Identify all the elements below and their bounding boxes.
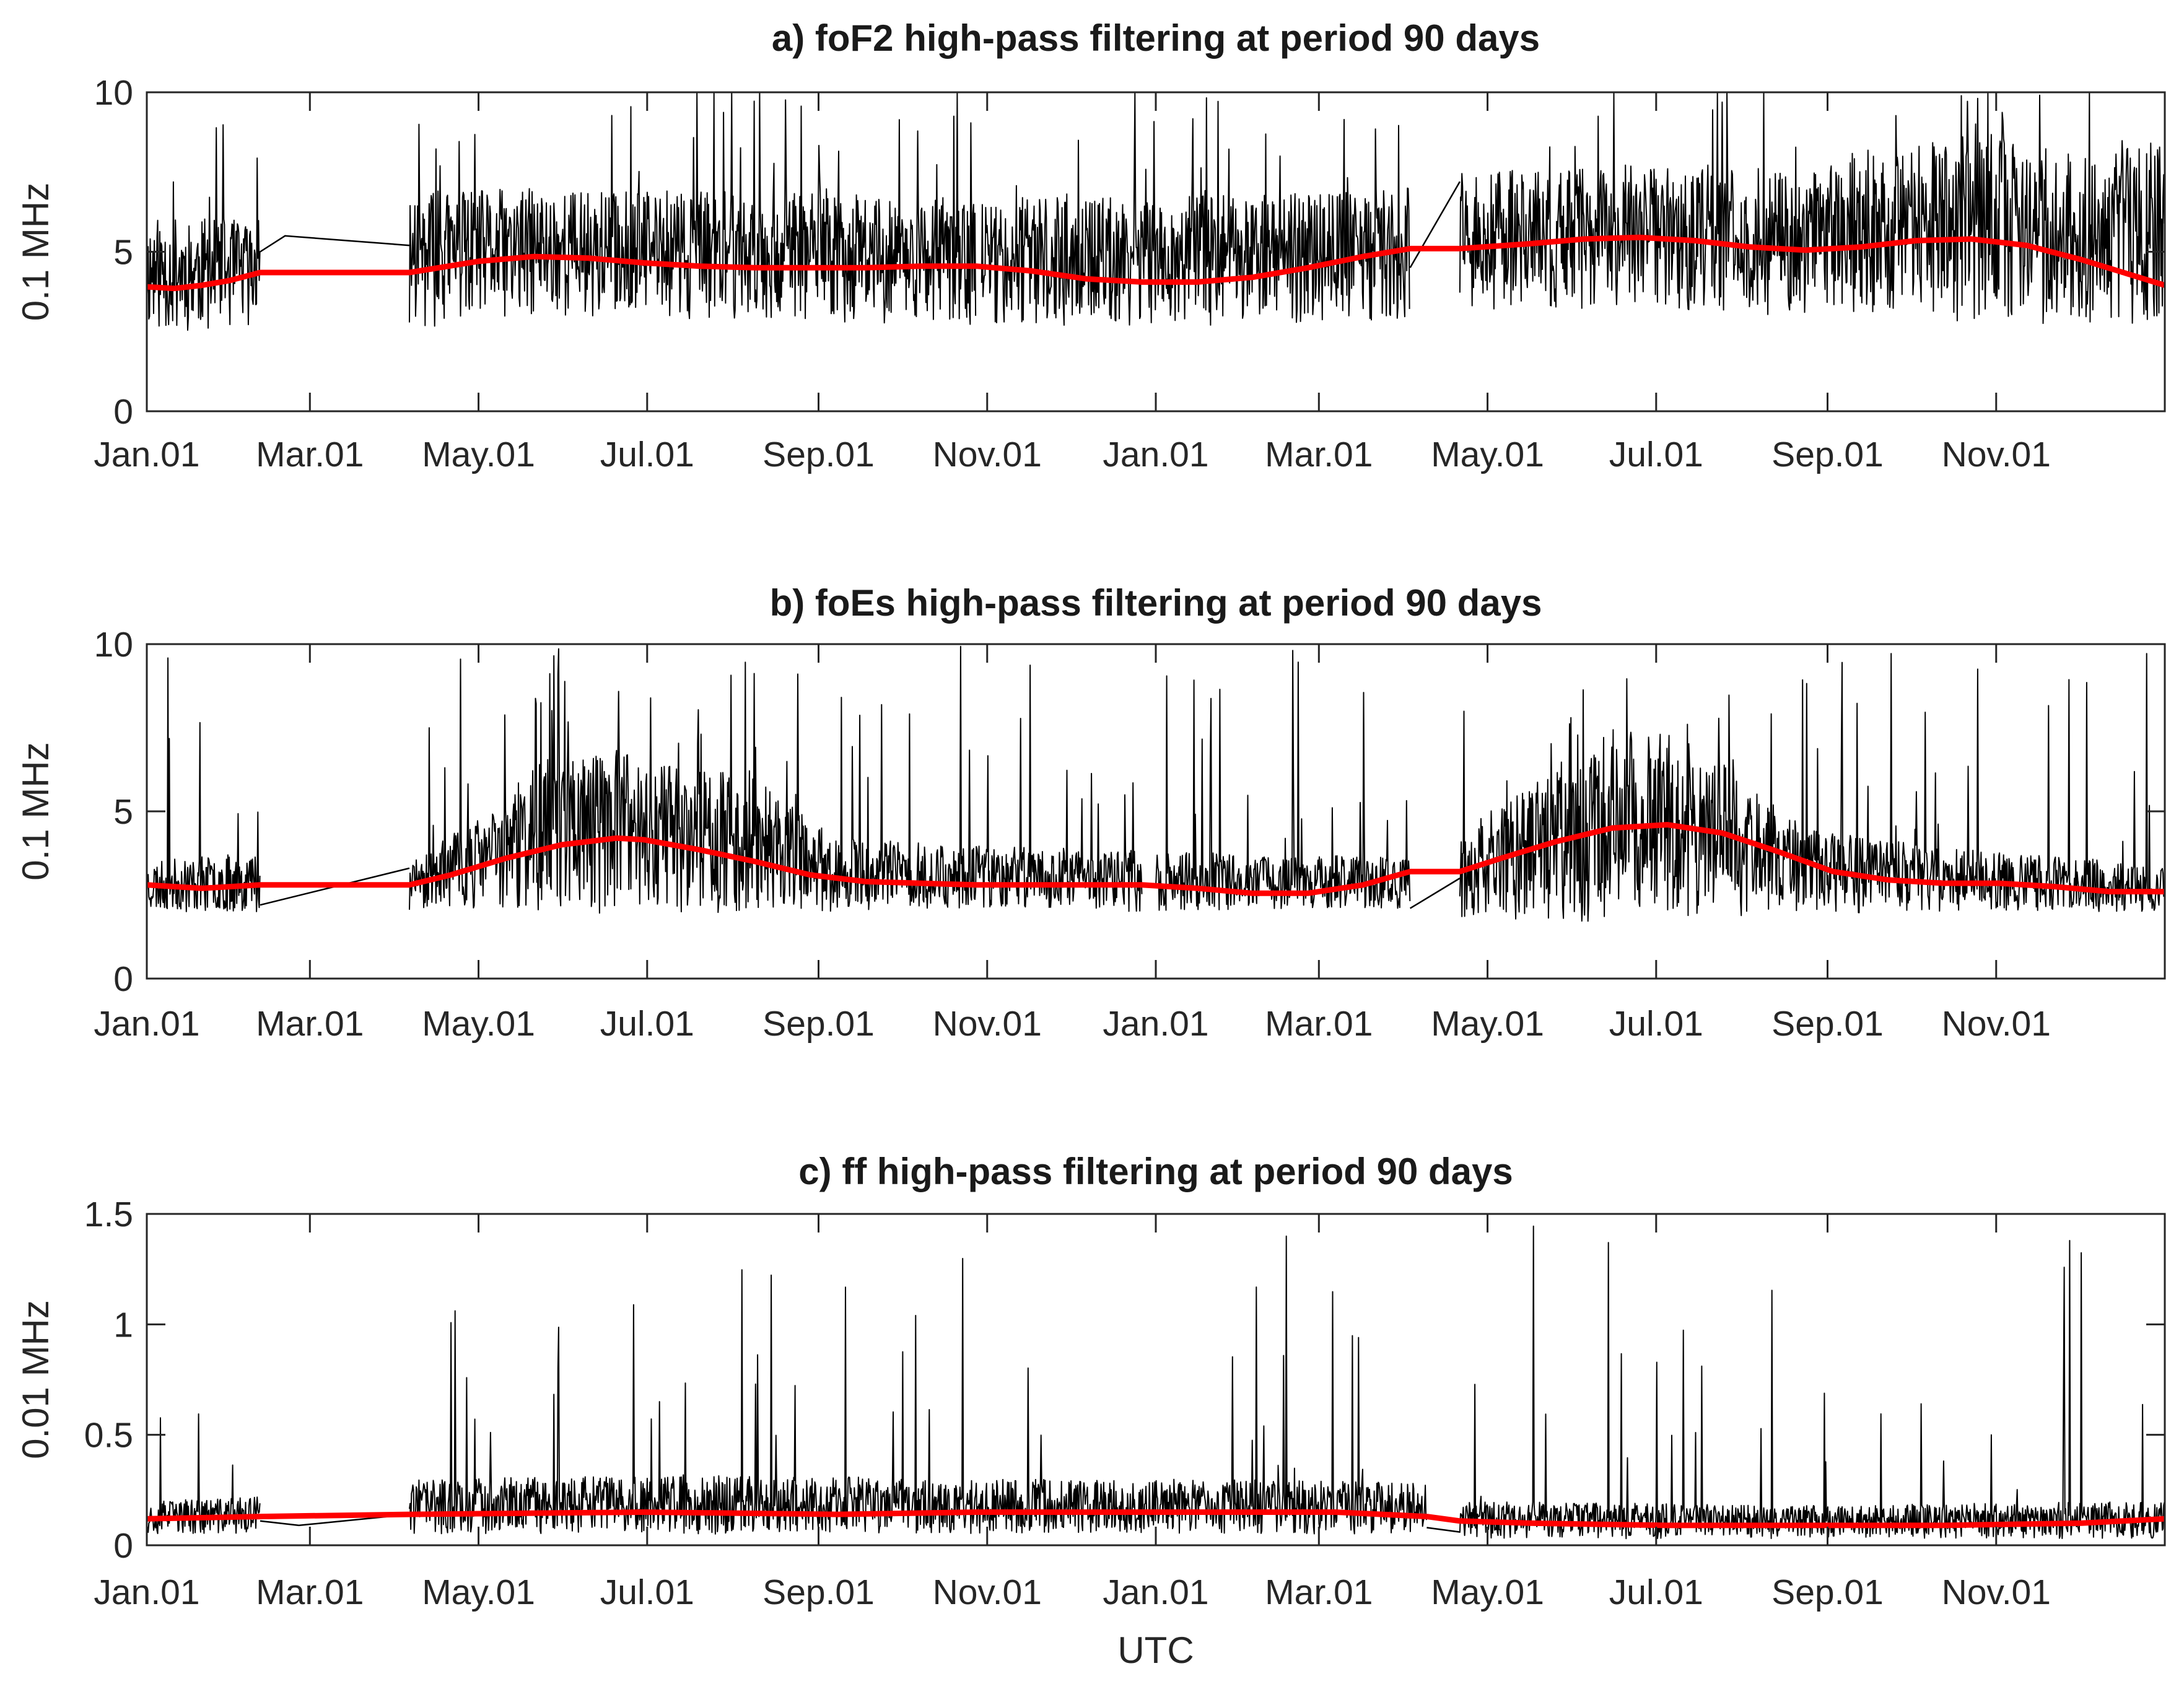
y-tick-label: 1.5 bbox=[84, 1195, 133, 1234]
chart-c-ff: c) ff high-pass filtering at period 90 d… bbox=[15, 1151, 2166, 1671]
x-tick-label: Mar.01 bbox=[1265, 1004, 1373, 1044]
raw-series-gap-line bbox=[260, 1513, 410, 1527]
y-tick-label: 5 bbox=[113, 233, 133, 273]
x-tick-label: Jan.01 bbox=[94, 1004, 199, 1044]
x-tick-label: Sep.01 bbox=[1771, 1004, 1884, 1044]
trend-series-line bbox=[147, 822, 2165, 896]
trend-series-line bbox=[147, 1509, 2165, 1529]
raw-series-gap-line bbox=[260, 235, 410, 253]
x-tick-label: Nov.01 bbox=[933, 1573, 1042, 1612]
x-tick-label: Mar.01 bbox=[256, 1573, 364, 1612]
x-tick-label: Jan.01 bbox=[94, 1573, 199, 1612]
x-tick-label: Jul.01 bbox=[1609, 1004, 1703, 1044]
raw-series-segment bbox=[1459, 653, 2165, 922]
x-tick-label: Jan.01 bbox=[1103, 435, 1208, 474]
raw-series-segment bbox=[981, 92, 1410, 326]
x-tick-label: May.01 bbox=[422, 1004, 535, 1044]
x-tick-label: Sep.01 bbox=[762, 1573, 875, 1612]
y-axis-label: 0.1 MHz bbox=[15, 183, 56, 321]
plot-area bbox=[147, 92, 2165, 331]
chart-title: b) foEs high-pass filtering at period 90… bbox=[770, 582, 1542, 624]
raw-series-segment bbox=[147, 124, 261, 331]
raw-series-segment bbox=[409, 1235, 1428, 1535]
raw-series-segment bbox=[1459, 1225, 2165, 1540]
raw-series-gap-line bbox=[1409, 877, 1461, 909]
x-tick-label: May.01 bbox=[422, 1573, 535, 1612]
raw-series-segment bbox=[1459, 92, 2165, 325]
y-tick-label: 5 bbox=[113, 792, 133, 832]
x-tick-label: Mar.01 bbox=[1265, 435, 1373, 474]
plot-area bbox=[147, 645, 2165, 922]
plot-area bbox=[147, 1225, 2165, 1540]
x-tick-label: Jan.01 bbox=[1103, 1573, 1208, 1612]
y-tick-label: 0 bbox=[113, 1526, 133, 1566]
trend-series-line bbox=[147, 234, 2165, 292]
y-tick-label: 0 bbox=[113, 959, 133, 999]
raw-series-segment bbox=[1155, 650, 1411, 911]
x-tick-label: Jan.01 bbox=[1103, 1004, 1208, 1044]
chart-title: c) ff high-pass filtering at period 90 d… bbox=[798, 1151, 1513, 1192]
y-tick-label: 10 bbox=[94, 625, 133, 665]
x-tick-label: Nov.01 bbox=[1942, 1004, 2051, 1044]
y-tick-label: 1 bbox=[113, 1305, 133, 1345]
chart-a-fof2: a) foF2 high-pass filtering at period 90… bbox=[15, 17, 2166, 474]
x-tick-label: Nov.01 bbox=[1942, 1573, 2051, 1612]
x-tick-label: Jul.01 bbox=[600, 435, 694, 474]
x-tick-label: Mar.01 bbox=[256, 435, 364, 474]
chart-title: a) foF2 high-pass filtering at period 90… bbox=[772, 17, 1540, 59]
x-tick-label: Sep.01 bbox=[1771, 435, 1884, 474]
x-tick-label: Jul.01 bbox=[1609, 435, 1703, 474]
x-tick-label: Jul.01 bbox=[600, 1004, 694, 1044]
raw-series-gap-line bbox=[1426, 1527, 1461, 1533]
x-tick-label: Jul.01 bbox=[600, 1573, 694, 1612]
x-tick-label: Mar.01 bbox=[1265, 1573, 1373, 1612]
chart-b-foes: b) foEs high-pass filtering at period 90… bbox=[15, 582, 2166, 1044]
x-tick-label: Mar.01 bbox=[256, 1004, 364, 1044]
x-axis-label: UTC bbox=[1117, 1629, 1194, 1671]
y-tick-label: 0.5 bbox=[84, 1416, 133, 1455]
y-axis-label: 0.01 MHz bbox=[15, 1300, 56, 1459]
x-tick-label: Sep.01 bbox=[762, 1004, 875, 1044]
x-tick-label: May.01 bbox=[1431, 1573, 1544, 1612]
x-tick-label: Sep.01 bbox=[1771, 1573, 1884, 1612]
x-tick-label: Sep.01 bbox=[762, 435, 875, 474]
x-tick-label: May.01 bbox=[422, 435, 535, 474]
x-tick-label: Nov.01 bbox=[933, 1004, 1042, 1044]
x-tick-label: Nov.01 bbox=[933, 435, 1042, 474]
x-tick-label: Jan.01 bbox=[94, 435, 199, 474]
y-axis-label: 0.1 MHz bbox=[15, 742, 56, 880]
x-tick-label: May.01 bbox=[1431, 1004, 1544, 1044]
x-tick-label: Nov.01 bbox=[1942, 435, 2051, 474]
raw-series-gap-line bbox=[1409, 181, 1461, 268]
y-tick-label: 0 bbox=[113, 392, 133, 432]
x-tick-label: May.01 bbox=[1431, 435, 1544, 474]
x-tick-label: Jul.01 bbox=[1609, 1573, 1703, 1612]
y-tick-label: 10 bbox=[94, 73, 133, 113]
